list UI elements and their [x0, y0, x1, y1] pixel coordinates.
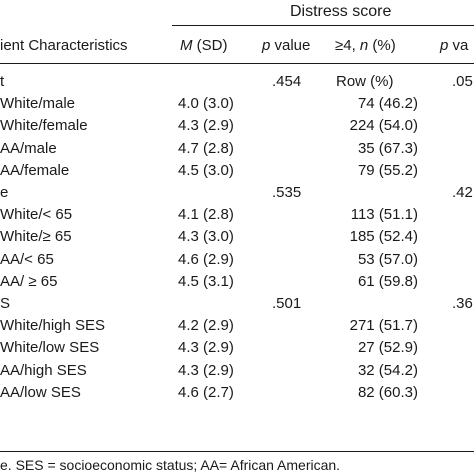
row-label: White/female — [0, 117, 88, 135]
row-ge4: 32 (54.2) — [357, 361, 418, 379]
spanner-rule — [172, 25, 474, 26]
row-msd: 4.3 (3.0) — [178, 228, 234, 246]
row-ge4: 185 (52.4) — [349, 228, 418, 246]
row-ge4: 53 (57.0) — [357, 250, 418, 268]
header-rule — [0, 63, 474, 64]
row-label: White/high SES — [0, 317, 106, 335]
row-ge4: 74 (46.2) — [357, 95, 418, 113]
row-ge4: 61 (59.8) — [357, 272, 418, 290]
row-msd: 4.3 (2.9) — [178, 117, 234, 135]
group-label: t — [0, 73, 5, 90]
row-ge4: 79 (55.2) — [357, 161, 418, 179]
col-header-msd: M (SD) — [180, 37, 228, 54]
group-pvalue: .535 — [272, 184, 302, 201]
spanner-distress-score: Distress score — [290, 3, 392, 20]
row-label: White/< 65 — [0, 206, 73, 224]
row-label: White/≥ 65 — [0, 228, 72, 246]
row-label: White/male — [0, 95, 76, 113]
row-msd: 4.5 (3.0) — [178, 161, 234, 179]
row-msd: 4.2 (2.9) — [178, 317, 234, 335]
row-label: AA/male — [0, 139, 57, 157]
group-pvalue: .501 — [272, 295, 302, 312]
row-ge4: 27 (52.9) — [357, 339, 418, 357]
row-msd: 4.0 (3.0) — [178, 95, 234, 113]
row-ge4: 82 (60.3) — [357, 383, 418, 401]
row-label: AA/high SES — [0, 361, 87, 379]
col-header-ge4: ≥4, n (%) — [335, 37, 396, 54]
row-label: AA/low SES — [0, 383, 81, 401]
row-msd: 4.3 (2.9) — [178, 339, 234, 357]
row-msd: 4.3 (2.9) — [178, 361, 234, 379]
bottom-rule — [0, 451, 474, 452]
row-msd: 4.7 (2.8) — [178, 139, 234, 157]
row-ge4: 271 (51.7) — [349, 317, 418, 335]
row-label: White/low SES — [0, 339, 100, 357]
col-header-last-pvalue: p va — [440, 37, 469, 54]
group-last-pvalue: .42 — [452, 184, 473, 201]
group-extra: Row (%) — [336, 73, 394, 90]
row-ge4: 35 (67.3) — [357, 139, 418, 157]
row-msd: 4.1 (2.8) — [178, 206, 234, 224]
group-label: e — [0, 184, 9, 201]
group-label: S — [0, 295, 11, 312]
group-last-pvalue: .36 — [452, 295, 473, 312]
col-header-pvalue: p value — [262, 37, 311, 54]
row-msd: 4.6 (2.7) — [178, 383, 234, 401]
row-ge4: 113 (51.1) — [350, 206, 418, 224]
col-header-characteristics: ient Characteristics — [0, 37, 128, 54]
group-pvalue: .454 — [272, 73, 302, 90]
group-last-pvalue: .05 — [452, 73, 473, 90]
row-msd: 4.6 (2.9) — [178, 250, 234, 268]
row-msd: 4.5 (3.1) — [178, 272, 234, 290]
footnote: e. SES = socioeconomic status; AA= Afric… — [0, 457, 341, 473]
row-label: AA/< 65 — [0, 250, 54, 268]
row-label: AA/ ≥ 65 — [0, 272, 58, 290]
row-label: AA/female — [0, 161, 70, 179]
row-ge4: 224 (54.0) — [349, 117, 418, 135]
